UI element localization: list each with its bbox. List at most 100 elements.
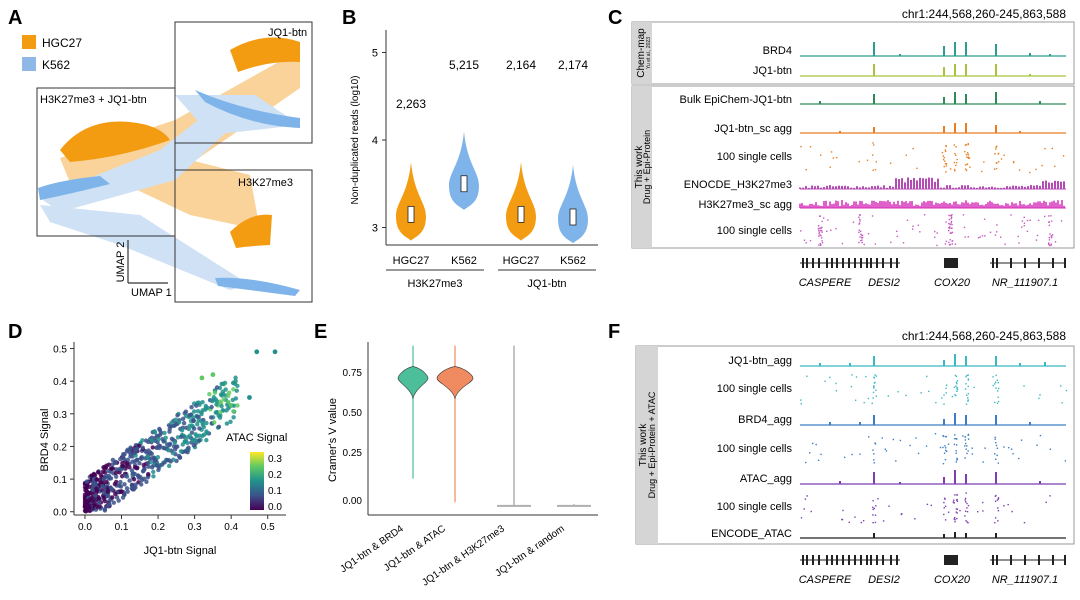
c-jq1-sc-dot (805, 169, 807, 171)
c-h3k-sc-dot (963, 226, 966, 229)
f-atac-sc-dot (995, 494, 997, 497)
c-exon (882, 258, 884, 268)
c-h3k-sc-dot (863, 243, 865, 246)
c-h3k-sc-dot (861, 234, 864, 237)
f-atac-sc-dot (953, 499, 955, 501)
c-h3k-sc-dot (895, 230, 898, 233)
f-brd4-sc-dot (956, 458, 958, 460)
c-jq1-sc-dot (942, 158, 945, 161)
d-point (224, 421, 230, 426)
c-h3k-sc-dot (934, 230, 936, 233)
d-x-tick-label: 0.4 (224, 522, 238, 533)
f-jq1-sc-dot (850, 385, 853, 388)
f-brd4-sc-dot (812, 442, 814, 445)
legend-k562-swatch (22, 57, 36, 71)
f-atac-sc-dot (955, 511, 958, 513)
c-h3k-sc-dot (820, 234, 822, 237)
d-point (110, 495, 115, 500)
c-h3k-sc-dot (919, 231, 921, 233)
c-h3k-sc-dot (858, 214, 861, 216)
d-point (213, 410, 219, 415)
d-point (157, 443, 163, 449)
f-brd4-sc-dot (967, 438, 970, 440)
f-brd4-sc-dot (971, 453, 974, 455)
d-point (210, 372, 216, 378)
d-point (118, 456, 123, 462)
umap-h3k-k562 (215, 277, 300, 296)
d-point (157, 426, 162, 432)
f-atac-sc-dot (872, 514, 874, 516)
f-brd4-sc-dot (955, 452, 957, 454)
f-atac-sc-dot (994, 521, 996, 524)
d-point (234, 388, 239, 393)
c-h3k-sc-dot (936, 244, 938, 247)
d-point (193, 438, 198, 443)
f-jq1-sc-dot (855, 376, 858, 378)
f-jq1-sc-dot (935, 401, 937, 404)
d-point (140, 445, 145, 450)
c-h3k-sc-dot (996, 224, 998, 226)
c-jq1-sc-dot (945, 145, 947, 147)
d-point (214, 402, 219, 407)
c-h3k-sc-dot (852, 221, 855, 223)
c-h3k-sc-dot (1049, 244, 1051, 247)
c-h3k-sc-dot (1051, 234, 1054, 236)
d-point (107, 501, 112, 507)
c-jq1-sc-dot (836, 156, 838, 159)
c-jq1-sc-dot (1035, 168, 1037, 171)
d-point (141, 462, 146, 468)
c-jq1-sc-dot (965, 153, 968, 156)
d-y-tick-label: 0.1 (53, 475, 67, 486)
d-point (91, 503, 97, 508)
f-brd4-sc-dot (884, 448, 887, 450)
f-brd4-sc-dot (805, 461, 807, 464)
f-atac-sc-dot (877, 497, 879, 500)
d-point (194, 403, 199, 408)
c-h3k-sc-dot (949, 215, 952, 217)
c-h3k-sc-dot (1048, 242, 1050, 244)
f-jq1-sc-dot (995, 387, 997, 389)
f-jq1-sc-dot (956, 388, 959, 391)
d-point (228, 419, 233, 424)
c-side-bottom2: Drug + Epi-Protein (642, 130, 652, 204)
c-h3k-sc-dot (859, 236, 861, 238)
c-jq1-sc-dot (1062, 155, 1065, 157)
d-point (134, 457, 140, 463)
f-atac-sc-dot (860, 521, 863, 524)
d-point (231, 409, 236, 414)
d-point (144, 479, 149, 485)
f-jq1-sc-dot (997, 400, 1000, 403)
d-point (102, 506, 108, 512)
c-jq1-sc-dot (875, 161, 878, 163)
d-point (94, 486, 99, 491)
panel-b: B Non-duplicated reads (log10) H3K27me3 … (342, 7, 598, 290)
f-exon (1024, 555, 1026, 565)
d-point (179, 428, 185, 433)
f-brd4-sc-dot (967, 434, 969, 436)
c-h3k-sc-dot (950, 220, 953, 223)
f-brd4-sc-dot (944, 449, 947, 452)
d-point (120, 495, 126, 500)
d-point (191, 418, 196, 424)
c-exon (826, 258, 828, 268)
f-atac-sc-dot (952, 501, 955, 503)
f-jq1-sc-dot (966, 374, 968, 377)
d-point (203, 403, 209, 409)
f-atac-sc-dot (953, 502, 955, 504)
f-exon (848, 555, 850, 565)
f-exon (876, 555, 878, 565)
f-jq1-sc-dot (996, 402, 999, 404)
d-y-tick-label: 0.5 (53, 345, 67, 356)
c-h3k-sc-dot (859, 220, 861, 222)
c-gene-1: CASPERE (799, 277, 852, 289)
d-point (163, 435, 168, 440)
c-exon (860, 258, 862, 268)
c-h3k-sc-dot (948, 223, 950, 225)
f-brd4-sc-dot (808, 452, 811, 454)
c-h3k-sc-dot (1018, 242, 1020, 244)
f-jq1-sc-dot (956, 380, 959, 382)
f-jq1-sc-dot (994, 381, 997, 383)
d-colorbar-tick-1: 0.3 (268, 454, 282, 465)
d-point (203, 407, 208, 412)
c-jq1-sc-dot (966, 156, 968, 158)
